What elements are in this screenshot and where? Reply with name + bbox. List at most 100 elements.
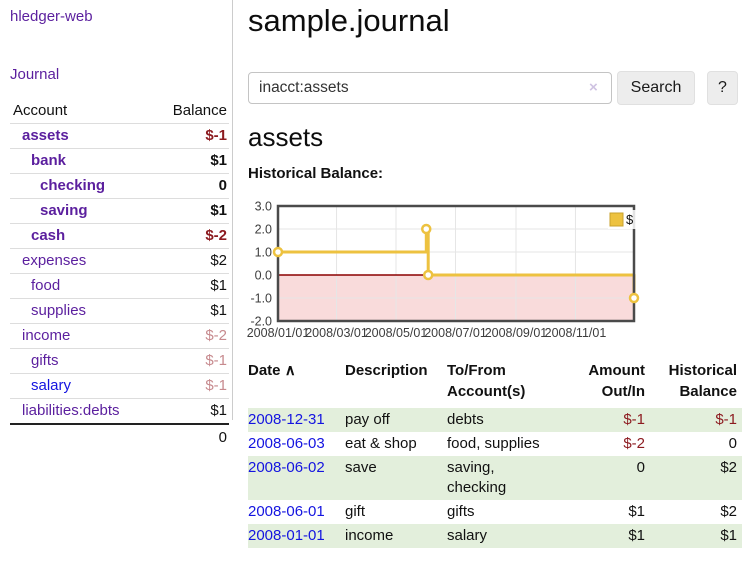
register-amount-cell: $1 [583, 524, 645, 548]
register-amount-cell: 0 [583, 456, 645, 500]
data-point-marker [272, 246, 284, 258]
register-date-link[interactable]: 2008-06-02 [248, 459, 325, 476]
account-cell: supplies [10, 298, 155, 324]
account-row: salary $-1 [10, 373, 229, 399]
app-brand-link[interactable]: hledger-web [10, 8, 93, 25]
account-link[interactable]: food [31, 277, 61, 294]
account-cell: bank [10, 148, 155, 174]
register-description-cell: save [345, 456, 447, 500]
account-cell: food [10, 273, 155, 299]
historical-balance-label: Historical Balance: [248, 165, 384, 182]
total-spacer [10, 424, 155, 450]
register-date-cell: 2008-06-01 [248, 500, 345, 524]
register-amount-cell: $-1 [583, 408, 645, 432]
register-balance-cell: $2 [720, 503, 737, 520]
account-link[interactable]: supplies [31, 302, 87, 319]
register-header-description: Description [345, 362, 428, 379]
account-link[interactable]: cash [31, 227, 66, 244]
search-input[interactable] [248, 72, 612, 104]
register-header-accounts: To/From Account(s) [447, 362, 526, 400]
account-link[interactable]: checking [40, 177, 106, 194]
account-link[interactable]: income [22, 327, 71, 344]
register-date-link[interactable]: 2008-12-31 [248, 411, 325, 428]
account-balance: $2 [154, 248, 229, 274]
x-axis-tick-label: 2008/01/01 [247, 326, 310, 340]
account-cell: cash [10, 223, 155, 249]
register-header-balance: Historical Balance [668, 362, 737, 400]
register-row: 2008-06-03 eat & shop food, supplies $-2 0 [248, 432, 742, 456]
register-date-link[interactable]: 2008-06-01 [248, 503, 325, 520]
register-amount-cell: $-2 [623, 435, 645, 452]
date-sort-link[interactable]: Date [248, 362, 281, 379]
data-point-marker [628, 292, 640, 304]
register-description-cell: pay off [345, 408, 447, 432]
account-row: liabilities:debts $1 [10, 398, 229, 425]
account-row: food $1 [10, 273, 229, 299]
account-cell: gifts [10, 348, 155, 374]
account-link[interactable]: bank [31, 152, 67, 169]
search-button[interactable]: Search [617, 71, 695, 105]
register-balance-cell: $1 [645, 524, 742, 548]
register-balance-cell: 0 [728, 435, 737, 452]
account-balance: $1 [154, 298, 229, 324]
accounts-balance-table: Account Balance assets $-1 bank $1 checking 0… [10, 99, 229, 450]
legend-label: $ [626, 212, 634, 227]
register-header-date[interactable]: Date ∧ [248, 360, 345, 408]
x-axis-tick-label: 2008/03/01 [305, 326, 368, 340]
help-button[interactable]: ? [707, 71, 738, 105]
register-row: 2008-06-01 gift gifts $1 $2 [248, 500, 742, 524]
account-row: expenses $2 [10, 248, 229, 274]
account-link[interactable]: saving [40, 202, 88, 219]
register-date-link[interactable]: 2008-01-01 [248, 527, 325, 544]
register-description-cell: gift [345, 503, 366, 520]
register-date-cell: 2008-12-31 [248, 408, 345, 432]
account-cell: salary [10, 373, 155, 399]
account-cell: expenses [10, 248, 155, 274]
x-axis-tick-label: 2008/09/01 [485, 326, 548, 340]
accounts-table-header: Account Balance [10, 99, 229, 124]
account-row: bank $1 [10, 148, 229, 174]
y-axis-tick-label: 1.0 [255, 246, 272, 260]
account-row: checking 0 [10, 173, 229, 199]
account-balance: $1 [154, 148, 229, 174]
account-balance: $-1 [154, 123, 229, 149]
sort-ascending-icon: ∧ [284, 362, 296, 379]
register-row: 2008-12-31 pay off debts $-1 $-1 [248, 408, 742, 432]
account-balance: $-1 [154, 373, 229, 399]
account-cell: assets [10, 123, 155, 149]
account-link[interactable]: assets [22, 127, 69, 144]
account-link[interactable]: gifts [31, 352, 59, 369]
account-column-header: Account [10, 99, 155, 124]
account-cell: checking [10, 173, 155, 199]
account-title: assets [248, 122, 324, 152]
account-balance: $-2 [154, 323, 229, 349]
account-balance: $1 [154, 398, 229, 425]
account-link[interactable]: liabilities:debts [22, 402, 120, 419]
account-balance: 0 [154, 173, 229, 199]
account-balance: $-1 [154, 348, 229, 374]
account-cell: saving [10, 198, 155, 224]
clear-search-icon[interactable]: × [589, 79, 598, 96]
sidebar: hledger-web Journal Account Balance asse… [0, 0, 233, 446]
account-balance: $-2 [154, 223, 229, 249]
account-link[interactable]: salary [31, 377, 72, 394]
register-balance-cell: $2 [645, 456, 742, 500]
account-cell: liabilities:debts [10, 398, 155, 425]
register-accounts-cell: saving, checking [447, 456, 583, 500]
register-date-link[interactable]: 2008-06-03 [248, 435, 325, 452]
x-axis-tick-label: 2008/05/01 [365, 326, 428, 340]
y-axis-tick-label: -2.0 [250, 315, 272, 329]
sidebar-journal-link[interactable]: Journal [10, 66, 60, 83]
page-title: sample.journal [248, 3, 450, 38]
chart-canvas: 3.0 2.0 1.0 0.0 -1.0 -2.02008/01/012008/03/01… [247, 200, 642, 340]
balance-chart: 3.0 2.0 1.0 0.0 -1.0 -2.0 2008/01/01 2008/03/01… [242, 200, 702, 348]
register-accounts-cell: food, supplies [447, 435, 540, 452]
balance-column-header: Balance [154, 99, 229, 124]
account-row: supplies $1 [10, 298, 229, 324]
y-axis-tick-label: 3.0 [255, 200, 272, 214]
account-row: gifts $-1 [10, 348, 229, 374]
account-link[interactable]: expenses [22, 252, 87, 269]
account-cell: income [10, 323, 155, 349]
register-date-cell: 2008-06-03 [248, 432, 345, 456]
register-accounts-cell: debts [447, 408, 583, 432]
